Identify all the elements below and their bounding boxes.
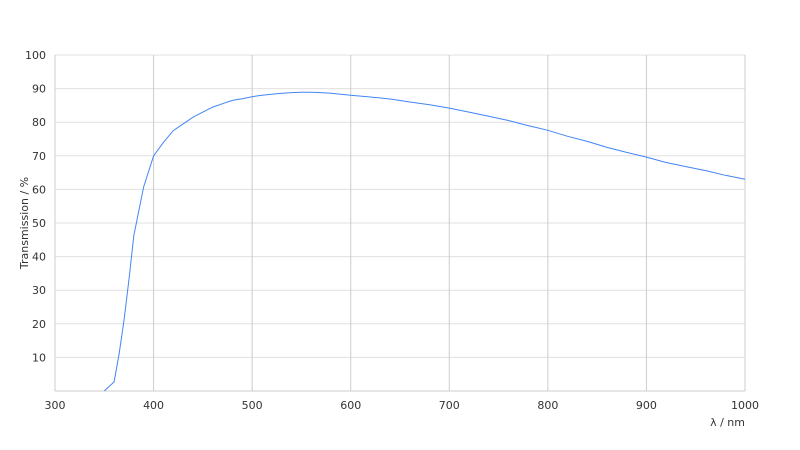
x-axis-label: λ / nm [710,416,745,429]
y-tick-label: 20 [32,318,46,331]
y-tick-label: 70 [32,150,46,163]
x-tick-label: 700 [439,399,460,412]
x-tick-label: 500 [242,399,263,412]
x-tick-label: 600 [340,399,361,412]
x-tick-label: 900 [636,399,657,412]
y-tick-label: 50 [32,217,46,230]
transmission-series-line [103,91,746,392]
tick-labels: 10 20 30 40 50 60 70 80 90 100 300 400 500 600 700 800 9… [25,49,759,412]
y-tick-label: 80 [32,116,46,129]
y-axis-label: Transmission / % [18,177,31,270]
y-tick-label: 90 [32,83,46,96]
x-tick-label: 1000 [731,399,759,412]
y-tick-label: 30 [32,284,46,297]
grid [54,54,746,392]
x-tick-label: 300 [45,399,66,412]
y-tick-label: 10 [32,351,46,364]
y-tick-label: 100 [25,49,46,62]
x-tick-label: 800 [537,399,558,412]
y-tick-label: 40 [32,251,46,264]
x-tick-label: 400 [143,399,164,412]
y-tick-label: 60 [32,183,46,196]
